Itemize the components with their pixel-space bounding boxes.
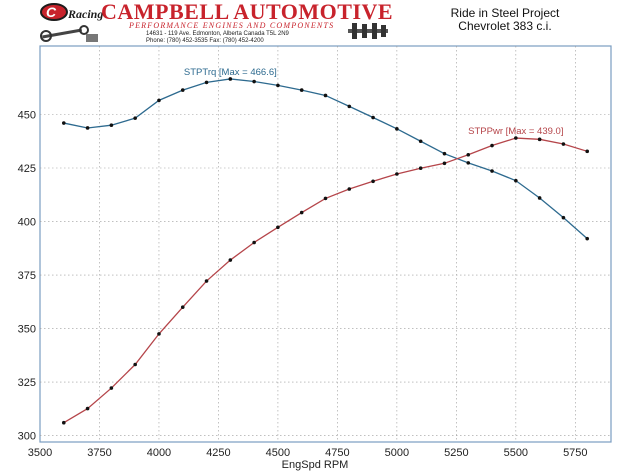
data-point bbox=[204, 80, 209, 85]
campbell-logo-badge: C bbox=[40, 3, 68, 21]
data-point bbox=[61, 121, 66, 125]
data-point bbox=[347, 187, 352, 191]
x-tick-label: 3500 bbox=[28, 447, 52, 459]
y-tick-label: 350 bbox=[18, 324, 36, 336]
x-tick-label: 4750 bbox=[325, 447, 349, 459]
x-tick-label: 5750 bbox=[563, 447, 587, 459]
company-address: 14631 - 119 Ave. Edmonton, Alberta Canad… bbox=[146, 31, 289, 45]
data-point bbox=[395, 172, 399, 176]
data-point bbox=[323, 93, 328, 98]
data-point bbox=[347, 104, 352, 109]
project-subtitle: Chevrolet 383 c.i. bbox=[458, 19, 552, 33]
x-tick-label: 5500 bbox=[504, 447, 528, 459]
x-tick-label: 5250 bbox=[444, 447, 468, 459]
data-point bbox=[157, 98, 161, 103]
data-point bbox=[109, 123, 114, 127]
data-point bbox=[371, 115, 375, 120]
data-point bbox=[561, 215, 566, 220]
data-point bbox=[85, 126, 90, 130]
data-point bbox=[276, 225, 280, 230]
data-point bbox=[585, 236, 590, 241]
x-tick-label: 3750 bbox=[87, 447, 111, 459]
data-point bbox=[133, 116, 137, 120]
data-point bbox=[180, 305, 185, 309]
data-point bbox=[514, 136, 518, 140]
data-point bbox=[276, 83, 280, 88]
series-max-label: STPTrq [Max = 466.6] bbox=[184, 67, 277, 78]
data-point bbox=[442, 151, 447, 156]
y-tick-label: 325 bbox=[18, 377, 36, 389]
y-tick-label: 425 bbox=[18, 163, 36, 175]
data-point bbox=[323, 196, 328, 201]
series-max-label: STPPwr [Max = 439.0] bbox=[468, 126, 563, 137]
y-axis-ticks: 300 325 350 375 400 425 450 bbox=[18, 109, 36, 442]
data-point bbox=[252, 79, 256, 84]
data-point bbox=[514, 178, 518, 183]
data-point bbox=[371, 179, 375, 184]
series-stppwr: STPPwr [Max = 439.0] bbox=[61, 126, 590, 425]
data-point bbox=[228, 77, 233, 81]
data-point bbox=[466, 161, 471, 165]
y-tick-label: 400 bbox=[18, 217, 36, 229]
grid-lines bbox=[40, 46, 611, 442]
data-point bbox=[490, 169, 494, 173]
data-point bbox=[299, 210, 304, 215]
x-tick-label: 4000 bbox=[147, 447, 171, 459]
data-point bbox=[395, 127, 399, 131]
data-point bbox=[61, 420, 66, 425]
data-point bbox=[537, 137, 542, 142]
y-tick-label: 300 bbox=[18, 431, 36, 443]
crankshaft-icon bbox=[348, 23, 388, 39]
company-tagline: PERFORMANCE ENGINES AND COMPONENTS bbox=[129, 21, 335, 30]
data-point bbox=[252, 240, 256, 245]
data-point bbox=[537, 196, 542, 200]
data-point bbox=[228, 258, 233, 262]
x-tick-label: 5000 bbox=[385, 447, 409, 459]
data-point bbox=[418, 166, 423, 171]
data-point bbox=[299, 88, 304, 92]
letterhead: C Racing CAMPBELL AUTOMOTIVE PERFORMANCE… bbox=[0, 0, 625, 46]
data-point bbox=[442, 161, 447, 166]
data-point bbox=[180, 88, 185, 92]
data-point bbox=[418, 139, 423, 144]
data-point bbox=[109, 386, 114, 390]
plot-area bbox=[39, 45, 612, 443]
series-layer: STPTrq [Max = 466.6] STPPwr [Max = 439.0] bbox=[61, 67, 590, 425]
x-tick-label: 4500 bbox=[266, 447, 290, 459]
data-point bbox=[85, 406, 90, 411]
data-point bbox=[490, 143, 494, 148]
x-tick-label: 4250 bbox=[206, 447, 230, 459]
x-axis-ticks: 3500 3750 4000 4250 4500 4750 5000 5250 5500 5750 bbox=[28, 447, 588, 459]
phone-line: Phone: (780) 452-3535 Fax: (780) 452-420… bbox=[146, 38, 264, 44]
engine-parts-icon bbox=[40, 25, 98, 42]
data-point bbox=[133, 362, 137, 367]
data-point bbox=[204, 279, 209, 283]
series-stptrq: STPTrq [Max = 466.6] bbox=[61, 67, 590, 241]
data-point bbox=[585, 149, 590, 154]
y-tick-label: 450 bbox=[18, 109, 36, 121]
address-line: 14631 - 119 Ave. Edmonton, Alberta Canad… bbox=[146, 31, 289, 37]
project-title-block: Ride in Steel Project Chevrolet 383 c.i. bbox=[420, 7, 590, 33]
data-point bbox=[561, 142, 566, 146]
data-point bbox=[466, 152, 471, 157]
data-point bbox=[157, 332, 161, 336]
x-axis-label: EngSpd RPM bbox=[282, 459, 349, 471]
project-title: Ride in Steel Project bbox=[450, 6, 560, 20]
racing-script-logo: Racing bbox=[68, 7, 104, 21]
company-name: CAMPBELL AUTOMOTIVE bbox=[101, 0, 394, 24]
y-tick-label: 375 bbox=[18, 270, 36, 282]
